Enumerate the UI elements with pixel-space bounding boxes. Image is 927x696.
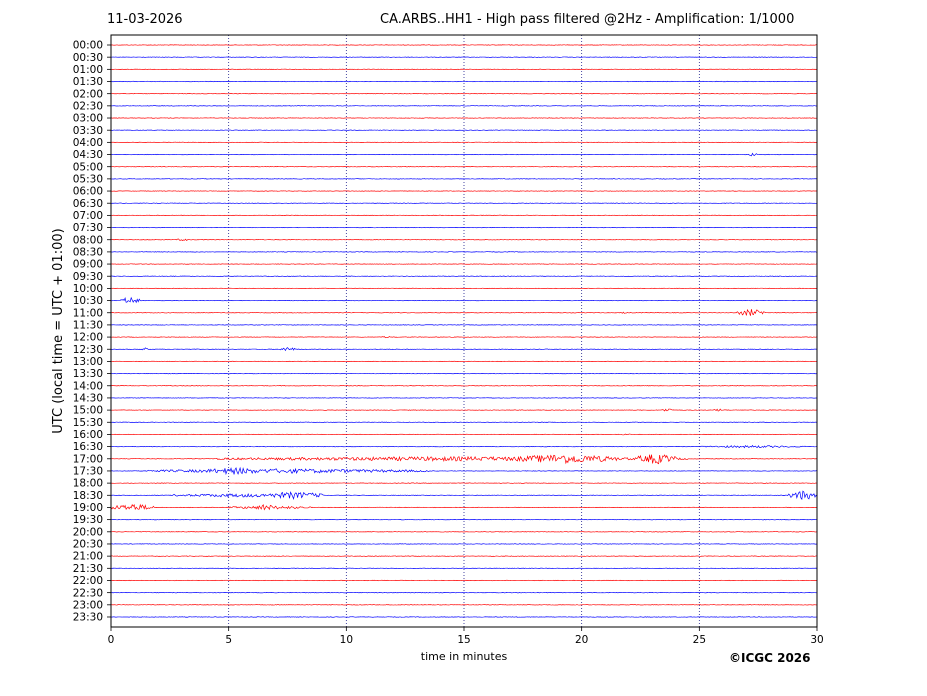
ytick-label-1530: 15:30 xyxy=(73,417,103,429)
ytick-label-0000: 00:00 xyxy=(73,40,103,52)
ytick-label-0630: 06:30 xyxy=(73,198,103,210)
ytick-label-1700: 17:00 xyxy=(73,453,103,465)
ytick-label-1300: 13:00 xyxy=(73,356,103,368)
ytick-label-0230: 02:30 xyxy=(73,100,103,112)
x-ticks: 0 5 10 15 20 25 30 xyxy=(108,627,824,646)
ytick-label-0130: 01:30 xyxy=(73,76,103,88)
ytick-label-0500: 05:00 xyxy=(73,161,103,173)
ytick-label-1400: 14:00 xyxy=(73,380,103,392)
ytick-label-1230: 12:30 xyxy=(73,344,103,356)
ytick-label-0900: 09:00 xyxy=(73,259,103,271)
ytick-label-1730: 17:30 xyxy=(73,466,103,478)
trace-1900 xyxy=(110,503,817,511)
ytick-label-0830: 08:30 xyxy=(73,246,103,258)
x-axis-label: time in minutes xyxy=(421,650,508,663)
trace-1600 xyxy=(110,433,818,436)
ytick-label-1200: 12:00 xyxy=(73,332,103,344)
ytick-label-1500: 15:00 xyxy=(73,405,103,417)
ytick-label-0530: 05:30 xyxy=(73,173,103,185)
ytick-label-1000: 10:00 xyxy=(73,283,103,295)
trace-1700 xyxy=(110,454,818,465)
ytick-label-0030: 00:30 xyxy=(73,52,103,64)
ytick-label-1930: 19:30 xyxy=(73,514,103,526)
ytick-label-2300: 23:00 xyxy=(73,599,103,611)
ytick-label-2030: 20:30 xyxy=(73,539,103,551)
grid-layer xyxy=(228,35,700,627)
ytick-label-1830: 18:30 xyxy=(73,490,103,502)
copyright-label: ©ICGC 2026 xyxy=(729,651,811,665)
ytick-label-1600: 16:00 xyxy=(73,429,103,441)
y-ticks: 00:0000:3001:0001:3002:0002:3003:0003:30… xyxy=(73,40,111,624)
ytick-label-0300: 03:00 xyxy=(73,113,103,125)
ytick-label-0330: 03:30 xyxy=(73,125,103,137)
ytick-label-0430: 04:30 xyxy=(73,149,103,161)
plot-frame xyxy=(110,34,818,628)
ytick-label-1100: 11:00 xyxy=(73,307,103,319)
date-label: 11-03-2026 xyxy=(107,12,183,27)
ytick-label-0400: 04:00 xyxy=(73,137,103,149)
trace-1500 xyxy=(110,408,818,412)
xtick-label-25: 25 xyxy=(693,634,706,646)
xtick-label-5: 5 xyxy=(225,634,232,646)
trace-1630 xyxy=(110,444,818,449)
ytick-label-2230: 22:30 xyxy=(73,587,103,599)
xtick-label-30: 30 xyxy=(810,634,823,646)
y-axis-label: UTC (local time = UTC + 01:00) xyxy=(51,228,66,433)
xtick-label-15: 15 xyxy=(457,634,470,646)
ytick-label-0700: 07:00 xyxy=(73,210,103,222)
trace-1230 xyxy=(110,347,818,352)
ytick-label-1330: 13:30 xyxy=(73,368,103,380)
ytick-label-1630: 16:30 xyxy=(73,441,103,453)
trace-0800 xyxy=(110,238,818,242)
ytick-label-0800: 08:00 xyxy=(73,234,103,246)
trace-1730 xyxy=(110,466,817,476)
xtick-label-0: 0 xyxy=(108,634,115,646)
ytick-label-2100: 21:00 xyxy=(73,551,103,563)
trace-layer xyxy=(110,44,818,618)
ytick-label-2200: 22:00 xyxy=(73,575,103,587)
ytick-label-0200: 02:00 xyxy=(73,88,103,100)
ytick-label-2330: 23:30 xyxy=(73,612,103,624)
ytick-label-0730: 07:30 xyxy=(73,222,103,234)
ytick-label-1430: 14:30 xyxy=(73,393,103,405)
trace-1200 xyxy=(111,336,818,339)
ytick-label-1030: 10:30 xyxy=(73,295,103,307)
ytick-label-2000: 20:00 xyxy=(73,526,103,538)
trace-1030 xyxy=(110,296,818,304)
chart-title: CA.ARBS..HH1 - High pass filtered @2Hz -… xyxy=(380,12,795,27)
trace-1100 xyxy=(110,308,818,316)
ytick-label-0600: 06:00 xyxy=(73,186,103,198)
trace-0430 xyxy=(110,152,818,157)
ytick-label-0930: 09:30 xyxy=(73,271,103,283)
ytick-label-1130: 11:30 xyxy=(73,320,103,332)
xtick-label-20: 20 xyxy=(575,634,588,646)
ytick-label-0100: 01:00 xyxy=(73,64,103,76)
xtick-label-10: 10 xyxy=(340,634,353,646)
ytick-label-1900: 19:00 xyxy=(73,502,103,514)
ytick-label-1800: 18:00 xyxy=(73,478,103,490)
trace-1830 xyxy=(110,490,818,501)
ytick-label-2130: 21:30 xyxy=(73,563,103,575)
